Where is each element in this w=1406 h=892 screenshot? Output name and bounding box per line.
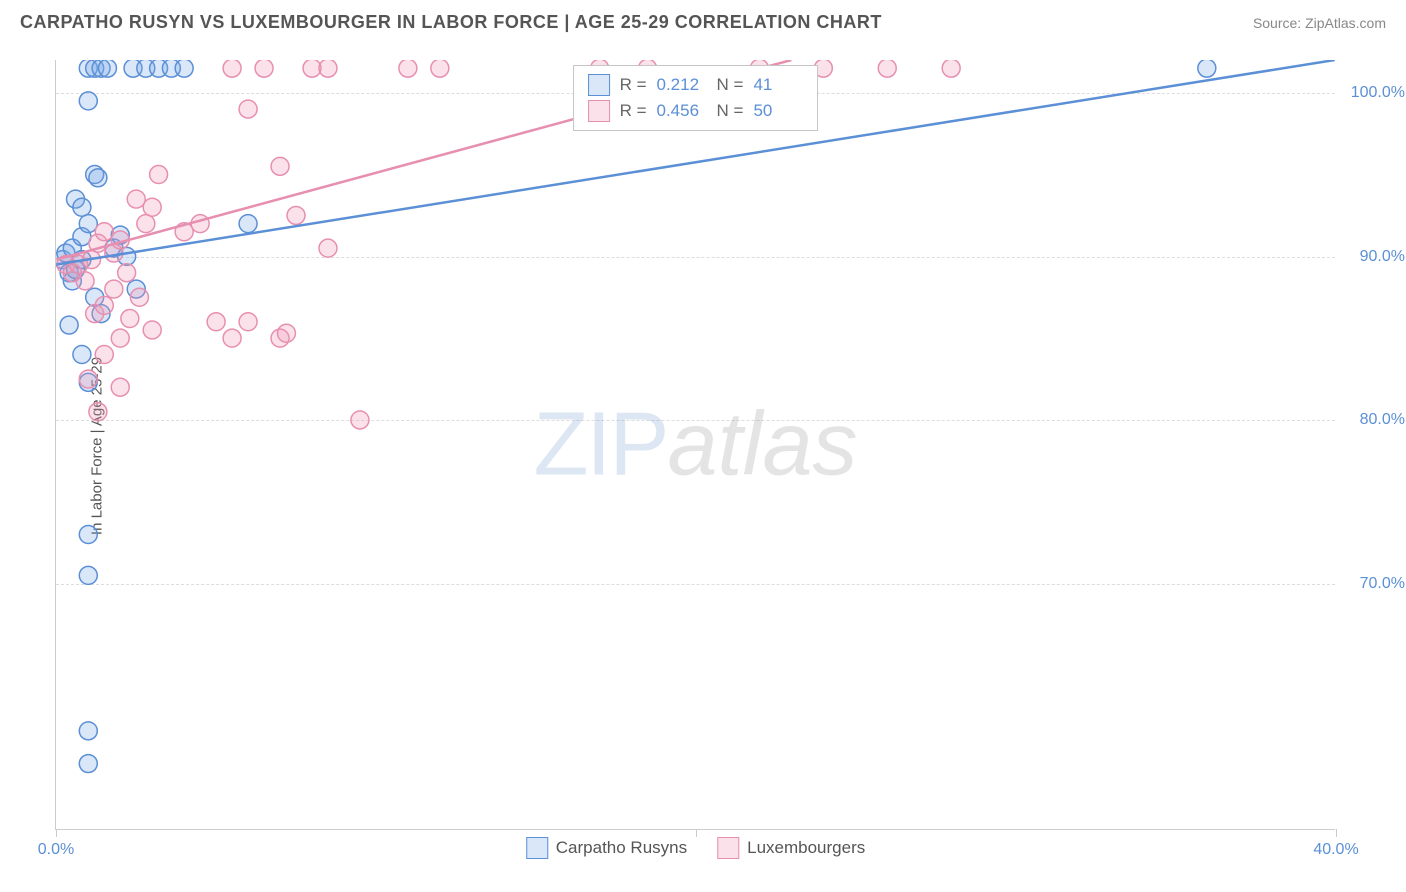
data-point — [89, 403, 107, 421]
n-label: N = — [717, 101, 744, 121]
plot-area: ZIPatlas R = 0.212 N = 41 R = 0.456 N = … — [55, 60, 1335, 830]
data-point — [287, 206, 305, 224]
data-point — [105, 280, 123, 298]
chart-header: CARPATHO RUSYN VS LUXEMBOURGER IN LABOR … — [0, 0, 1406, 41]
source-attribution: Source: ZipAtlas.com — [1253, 15, 1386, 31]
swatch-series-2 — [588, 100, 610, 122]
data-point — [95, 223, 113, 241]
series-legend: Carpatho Rusyns Luxembourgers — [526, 837, 865, 859]
x-tick — [56, 829, 57, 837]
data-point — [130, 288, 148, 306]
data-point — [79, 722, 97, 740]
x-tick — [696, 829, 697, 837]
data-point — [319, 60, 337, 77]
data-point — [942, 60, 960, 77]
data-point — [143, 198, 161, 216]
data-point — [79, 370, 97, 388]
data-point — [191, 215, 209, 233]
data-point — [79, 215, 97, 233]
n-value-2: 50 — [753, 101, 803, 121]
data-point — [319, 239, 337, 257]
data-point — [878, 60, 896, 77]
x-tick — [1336, 829, 1337, 837]
data-point — [223, 329, 241, 347]
data-point — [79, 566, 97, 584]
stats-row-series-2: R = 0.456 N = 50 — [588, 98, 804, 124]
data-point — [1198, 60, 1216, 77]
legend-label-2: Luxembourgers — [747, 838, 865, 858]
legend-label-1: Carpatho Rusyns — [556, 838, 687, 858]
data-point — [271, 157, 289, 175]
r-value-2: 0.456 — [657, 101, 707, 121]
swatch-series-1 — [588, 74, 610, 96]
data-point — [111, 378, 129, 396]
data-point — [73, 198, 91, 216]
data-point — [95, 296, 113, 314]
data-point — [127, 190, 145, 208]
x-tick-label: 40.0% — [1313, 841, 1358, 859]
data-point — [207, 313, 225, 331]
y-tick-label: 70.0% — [1345, 575, 1405, 593]
legend-item-2: Luxembourgers — [717, 837, 865, 859]
swatch-series-1 — [526, 837, 548, 859]
data-point — [79, 526, 97, 544]
data-point — [255, 60, 273, 77]
r-label: R = — [620, 101, 647, 121]
scatter-svg — [56, 60, 1335, 829]
data-point — [89, 169, 107, 187]
data-point — [223, 60, 241, 77]
swatch-series-2 — [717, 837, 739, 859]
chart-title: CARPATHO RUSYN VS LUXEMBOURGER IN LABOR … — [20, 12, 882, 33]
data-point — [175, 60, 193, 77]
legend-item-1: Carpatho Rusyns — [526, 837, 687, 859]
data-point — [239, 313, 257, 331]
data-point — [239, 215, 257, 233]
data-point — [98, 60, 116, 77]
data-point — [95, 346, 113, 364]
y-tick-label: 90.0% — [1345, 248, 1405, 266]
data-point — [399, 60, 417, 77]
y-tick-label: 100.0% — [1345, 84, 1405, 102]
x-tick-label: 0.0% — [38, 841, 74, 859]
data-point — [79, 92, 97, 110]
data-point — [79, 755, 97, 773]
data-point — [351, 411, 369, 429]
data-point — [431, 60, 449, 77]
data-point — [111, 329, 129, 347]
data-point — [121, 310, 139, 328]
data-point — [150, 166, 168, 184]
data-point — [137, 215, 155, 233]
stats-row-series-1: R = 0.212 N = 41 — [588, 72, 804, 98]
y-tick-label: 80.0% — [1345, 411, 1405, 429]
data-point — [60, 316, 78, 334]
data-point — [277, 324, 295, 342]
r-value-1: 0.212 — [657, 75, 707, 95]
r-label: R = — [620, 75, 647, 95]
data-point — [118, 264, 136, 282]
n-label: N = — [717, 75, 744, 95]
data-point — [73, 346, 91, 364]
n-value-1: 41 — [753, 75, 803, 95]
data-point — [239, 100, 257, 118]
data-point — [143, 321, 161, 339]
data-point — [76, 272, 94, 290]
stats-legend: R = 0.212 N = 41 R = 0.456 N = 50 — [573, 65, 819, 131]
